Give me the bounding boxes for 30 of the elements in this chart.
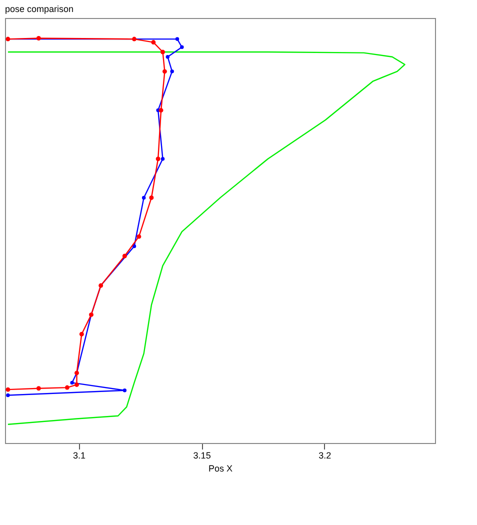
point: [70, 380, 74, 385]
x-axis-title: Pos X: [208, 464, 233, 474]
point: [36, 36, 41, 40]
point: [79, 332, 84, 336]
x-tick-label: 3.15: [193, 450, 211, 460]
point: [175, 37, 180, 41]
chart-title: pose comparison: [5, 4, 74, 14]
point: [160, 50, 165, 54]
point: [158, 108, 164, 113]
point: [180, 45, 184, 50]
point: [149, 195, 154, 200]
point: [136, 234, 142, 239]
point: [64, 385, 70, 390]
point: [74, 382, 79, 387]
point: [132, 244, 136, 248]
point: [170, 70, 174, 74]
point: [162, 69, 167, 74]
point: [160, 156, 165, 161]
point: [142, 196, 146, 200]
point: [166, 54, 170, 59]
x-tick-label: 3.2: [318, 450, 332, 460]
point: [6, 393, 10, 398]
point: [6, 387, 10, 392]
point: [156, 156, 160, 162]
point: [151, 40, 156, 45]
point: [36, 386, 41, 391]
x-tick-label: 3.1: [72, 450, 86, 460]
point: [132, 36, 136, 42]
point: [122, 254, 127, 258]
point: [122, 388, 127, 392]
